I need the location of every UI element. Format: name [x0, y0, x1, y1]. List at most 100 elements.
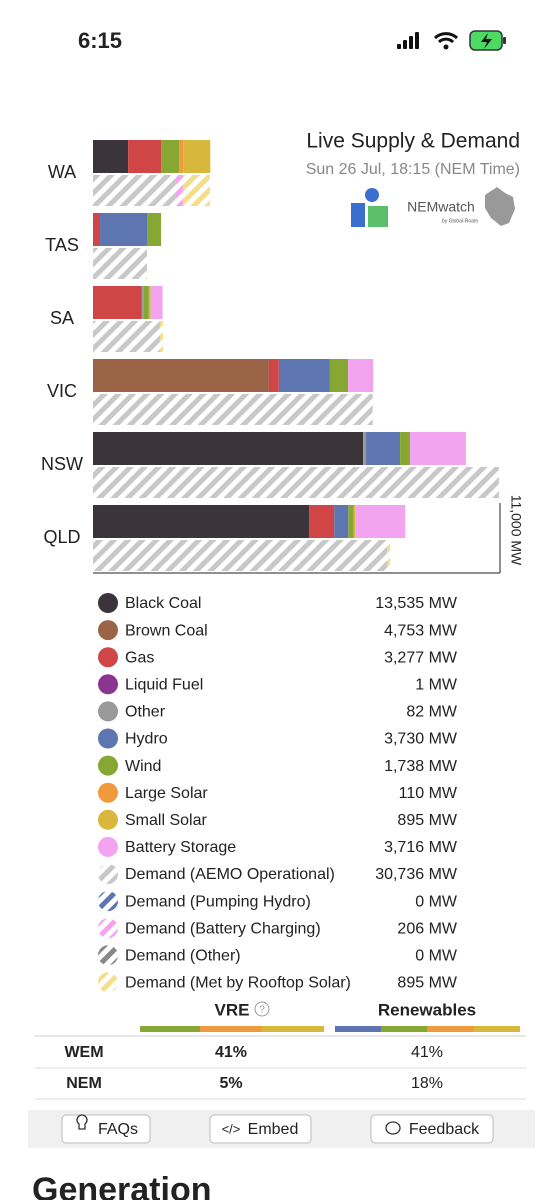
- legend-label: Demand (Battery Charging): [125, 920, 321, 937]
- supply-bar: [150, 286, 163, 319]
- supply-bar: [334, 505, 349, 538]
- legend-label: Other: [125, 704, 166, 721]
- legend-total: 895 MW: [397, 975, 457, 992]
- legend-total: 3,277 MW: [384, 649, 458, 666]
- clock: 6:15: [78, 28, 122, 53]
- legend-total: 895 MW: [397, 812, 457, 829]
- legend-label: Small Solar: [125, 812, 207, 829]
- legend-total: 82 MW: [406, 704, 458, 721]
- legend-total: 3,730 MW: [384, 731, 458, 748]
- chart: 11,000 MW WA TAS SA VIC NSW QLD: [41, 140, 524, 574]
- legend-label: Large Solar: [125, 785, 208, 802]
- demand-bar: [93, 394, 373, 425]
- legend-swatch: [98, 674, 118, 695]
- supply-bar: [353, 505, 356, 538]
- cell: 18%: [411, 1075, 443, 1092]
- table-header: Renewables: [378, 1000, 476, 1019]
- legend-total: 13,535 MW: [375, 595, 458, 612]
- legend-total: 3,716 MW: [384, 839, 458, 856]
- vre-table: VRE ? Renewables WEM 41% 41% NEM 5% 18%: [35, 1000, 526, 1100]
- supply-bar: [93, 213, 101, 246]
- legend-swatch: [98, 755, 118, 776]
- legend-total: 1 MW: [415, 677, 458, 694]
- supply-bar: [348, 359, 374, 392]
- demand-bar: [159, 321, 163, 352]
- demand-bar: [93, 248, 148, 279]
- demand-bar: [93, 175, 176, 206]
- legend-swatch: [98, 728, 118, 749]
- legend-label: Black Coal: [125, 595, 201, 612]
- y-tick-label: QLD: [43, 527, 80, 547]
- supply-bar: [355, 505, 406, 538]
- legend-label: Hydro: [125, 731, 168, 748]
- legend-swatch: [98, 972, 118, 993]
- supply-bar: [410, 432, 466, 465]
- legend-swatch: [98, 701, 118, 722]
- legend-label: Liquid Fuel: [125, 677, 203, 694]
- supply-bar: [183, 140, 211, 173]
- chart-title: Live Supply & Demand: [306, 130, 520, 153]
- cell: 41%: [411, 1044, 443, 1061]
- legend-swatch: [98, 891, 118, 912]
- supply-bar: [93, 359, 269, 392]
- supply-bar: [278, 359, 330, 392]
- legend-label: Demand (Other): [125, 948, 241, 965]
- faqs-button[interactable]: FAQs: [61, 1114, 151, 1144]
- legend-total: 110 MW: [399, 785, 458, 802]
- logo-by: by Global-Roam: [442, 218, 478, 224]
- supply-bar: [161, 140, 180, 173]
- legend-label: Demand (Pumping Hydro): [125, 893, 311, 910]
- chart-subtitle: Sun 26 Jul, 18:15 (NEM Time): [306, 161, 520, 178]
- legend-swatch: [98, 864, 118, 884]
- legend-label: Gas: [125, 649, 154, 666]
- row-label: WEM: [64, 1044, 103, 1061]
- legend-total: 0 MW: [415, 948, 458, 965]
- table-header: VRE: [215, 1000, 250, 1019]
- legend-swatch: [98, 945, 118, 966]
- button-label: Feedback: [409, 1121, 480, 1138]
- demand-bar: [175, 175, 183, 206]
- legend-swatch: [98, 809, 118, 830]
- embed-button[interactable]: </> Embed: [209, 1114, 312, 1144]
- supply-bar: [268, 359, 279, 392]
- legend-label: Demand (Met by Rooftop Solar): [125, 975, 351, 992]
- supply-bar: [366, 432, 401, 465]
- button-label: Embed: [248, 1121, 299, 1138]
- logo: [351, 187, 515, 227]
- legend-total: 206 MW: [397, 920, 457, 937]
- supply-bar: [400, 432, 411, 465]
- demand-bar: [93, 540, 388, 571]
- legend-swatch: [98, 836, 118, 857]
- supply-bar: [329, 359, 349, 392]
- logo-name: NEMwatch: [407, 199, 475, 215]
- y-tick-label: SA: [50, 308, 74, 328]
- legend-label: Demand (AEMO Operational): [125, 866, 335, 883]
- legend-label: Brown Coal: [125, 622, 208, 639]
- legend-total: 0 MW: [415, 893, 458, 910]
- demand-bar: [93, 467, 499, 498]
- y-tick-label: TAS: [45, 235, 79, 255]
- legend-swatch: [98, 918, 118, 939]
- y-tick-label: WA: [48, 162, 76, 182]
- supply-bar: [100, 213, 148, 246]
- embed-icon: </>: [222, 1121, 241, 1136]
- x-tick-label: 11,000 MW: [508, 495, 524, 566]
- demand-bar: [387, 540, 391, 571]
- supply-bar: [147, 213, 162, 246]
- supply-bar: [141, 286, 144, 319]
- legend-swatch: [98, 593, 118, 613]
- section-heading: Generation: [32, 1171, 211, 1200]
- help-icon[interactable]: [254, 1001, 270, 1017]
- legend: Black Coal 13,535 MW Brown Coal 4,753 MW Gas…: [98, 593, 458, 993]
- legend-label: Battery Storage: [125, 839, 236, 856]
- feedback-button[interactable]: Feedback: [370, 1114, 494, 1144]
- y-tick-label: VIC: [47, 381, 77, 401]
- supply-bar: [363, 432, 367, 465]
- legend-total: 4,753 MW: [384, 622, 458, 639]
- legend-label: Wind: [125, 758, 161, 775]
- supply-bar: [143, 286, 149, 319]
- demand-bar: [182, 175, 210, 206]
- cell: 41%: [215, 1044, 247, 1061]
